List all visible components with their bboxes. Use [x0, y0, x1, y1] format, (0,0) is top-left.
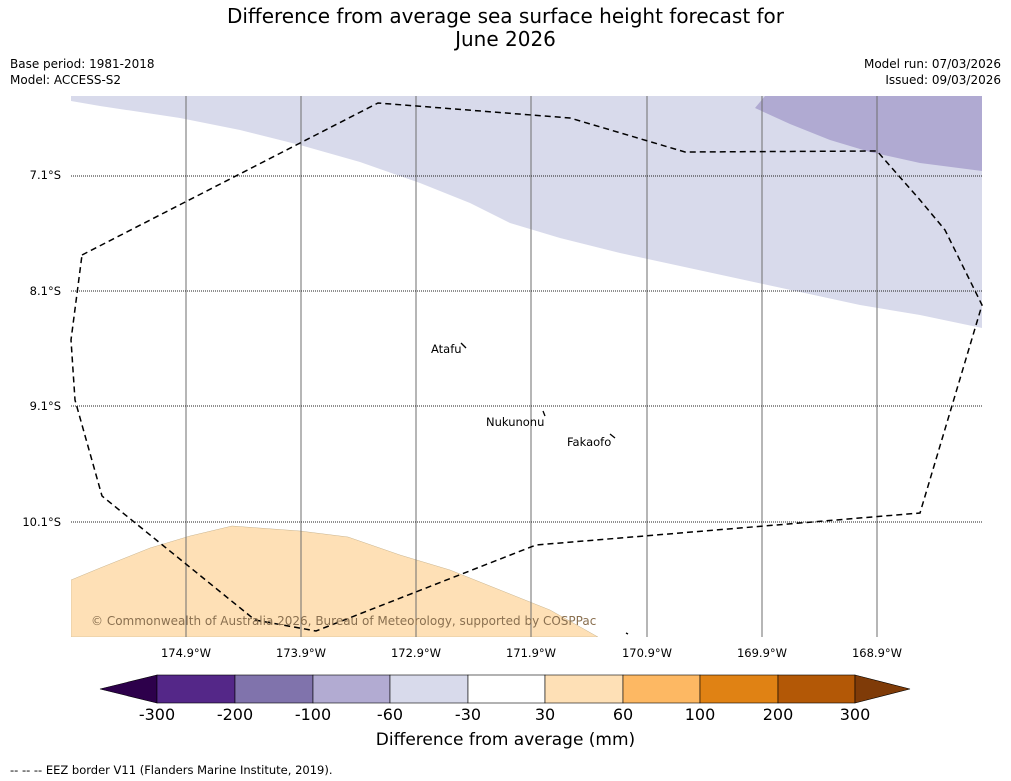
lon-label-171-9: 171.9°W: [505, 646, 557, 660]
lon-label-172-9: 172.9°W: [390, 646, 442, 660]
place-label-atafu: Atafu: [431, 342, 462, 356]
colorbar-tick-label: -60: [376, 705, 404, 724]
colorbar-tick-label: 30: [534, 705, 556, 724]
colorbar: [99, 674, 911, 704]
colorbar-tick-label: 60: [612, 705, 634, 724]
map-title: Difference from average sea surface heig…: [0, 5, 1011, 51]
lat-label-7-1: 7.1°S: [29, 168, 61, 182]
colorbar-tick-label: -300: [138, 705, 176, 724]
lon-label-169-9: 169.9°W: [736, 646, 788, 660]
place-label-nukunonu: Nukunonu: [486, 415, 545, 429]
lat-label-8-1: 8.1°S: [29, 284, 61, 298]
lat-label-9-1: 9.1°S: [29, 399, 61, 413]
base-period-text: Base period: 1981-2018: [10, 57, 155, 71]
colorbar-swatch-below-minus-300: [99, 674, 158, 704]
lat-label-10-1: 10.1°S: [22, 515, 61, 529]
anomaly-region-light-orange: [71, 525, 599, 637]
colorbar-swatch-minus-30: [467, 674, 546, 704]
colorbar-swatch-100: [699, 674, 779, 704]
title-line-2: June 2026: [455, 27, 556, 51]
lon-label-170-9: 170.9°W: [621, 646, 673, 660]
colorbar-swatch-minus-60: [389, 674, 469, 704]
lon-label-173-9: 173.9°W: [275, 646, 327, 660]
lon-label-174-9: 174.9°W: [160, 646, 212, 660]
model-text: Model: ACCESS-S2: [10, 73, 122, 87]
colorbar-tick-label: -30: [454, 705, 482, 724]
lon-label-168-9: 168.9°W: [851, 646, 903, 660]
colorbar-swatch-minus-200: [234, 674, 314, 704]
colorbar-swatch-minus-100: [312, 674, 391, 704]
issued-text: Issued: 09/03/2026: [885, 73, 1001, 87]
title-line-1: Difference from average sea surface heig…: [226, 4, 785, 28]
copyright-notice: © Commonwealth of Australia 2026, Bureau…: [91, 614, 597, 628]
anomaly-region-medium-purple: [755, 96, 982, 171]
colorbar-tick-label: -100: [294, 705, 332, 724]
colorbar-swatch-60: [622, 674, 701, 704]
colorbar-swatch-above-300: [854, 674, 911, 704]
colorbar-tick-label: -200: [216, 705, 254, 724]
base-model-info: Base period: 1981-2018 Model: ACCESS-S2: [10, 56, 155, 88]
run-issued-info: Model run: 07/03/2026 Issued: 09/03/2026: [864, 56, 1001, 88]
model-run-text: Model run: 07/03/2026: [863, 57, 1001, 71]
colorbar-tick-label: 300: [839, 705, 871, 724]
eez-border-line: [70, 102, 983, 632]
colorbar-label: Difference from average (mm): [375, 730, 636, 750]
colorbar-swatch-30: [544, 674, 624, 704]
eez-legend-note: -- -- -- EEZ border V11 (Flanders Marine…: [10, 763, 333, 777]
colorbar-tick-label: 200: [762, 705, 794, 724]
colorbar-tick-label: 100: [684, 705, 716, 724]
place-label-fakaofo: Fakaofo: [567, 435, 612, 449]
anomaly-region-light-purple: [71, 96, 982, 328]
colorbar-swatch-200: [777, 674, 856, 704]
island-marks: [460, 342, 629, 635]
colorbar-swatch-minus-300: [156, 674, 236, 704]
